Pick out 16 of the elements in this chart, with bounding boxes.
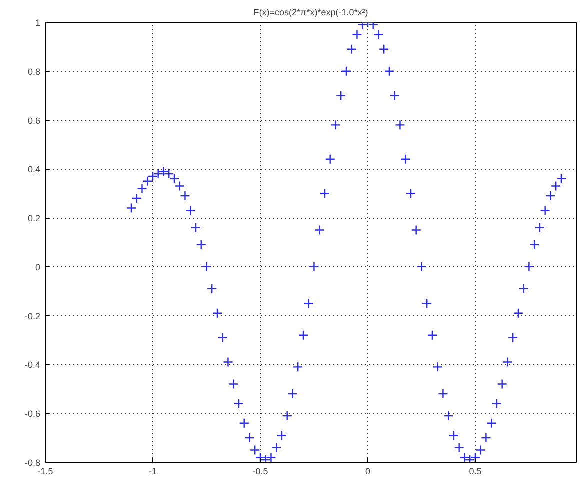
y-tick-label: 0.2 bbox=[28, 214, 41, 224]
y-tick-label: -0.8 bbox=[24, 458, 41, 468]
y-tick-label: 0.6 bbox=[28, 116, 41, 126]
x-tick-label: 0.5 bbox=[469, 466, 482, 476]
x-tick-label: -1.5 bbox=[38, 466, 54, 476]
x-tick-label: 0 bbox=[365, 466, 370, 476]
y-tick-label: -0.4 bbox=[24, 360, 41, 370]
y-tick-label: 0.8 bbox=[28, 66, 41, 77]
y-tick-label: 0.4 bbox=[28, 164, 41, 175]
y-tick-label: -0.2 bbox=[24, 311, 41, 322]
y-tick-label: -0.6 bbox=[24, 409, 41, 420]
x-tick-label: -0.5 bbox=[252, 466, 268, 476]
y-tick-label: 0 bbox=[35, 262, 41, 272]
x-tick-label: -1 bbox=[148, 466, 158, 476]
y-tick-label: 1 bbox=[35, 18, 41, 28]
chart-title: F(x)=cos(2*π*x)*exp(-1.0*x²) bbox=[254, 8, 368, 18]
